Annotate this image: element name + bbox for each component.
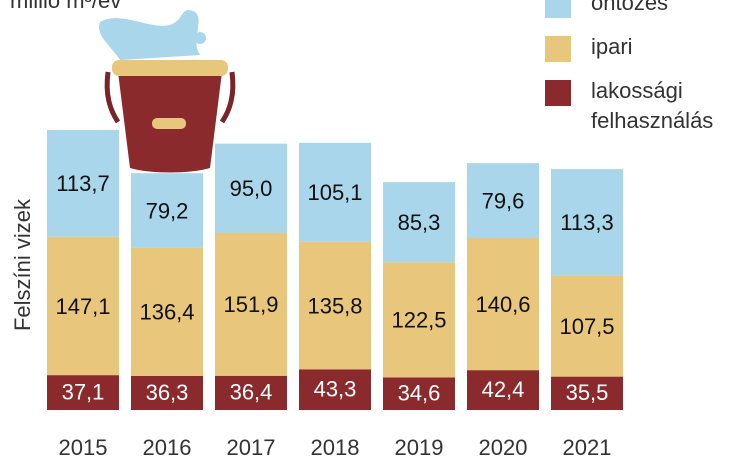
value-label: 43,3 bbox=[314, 376, 357, 401]
y-axis-label: Felszíni vizek bbox=[10, 198, 35, 331]
bar-segment bbox=[215, 232, 287, 376]
value-label: 37,1 bbox=[62, 379, 105, 404]
bar-segment bbox=[131, 173, 203, 248]
value-label: 79,2 bbox=[146, 198, 189, 223]
value-label: 36,4 bbox=[230, 380, 273, 405]
legend-swatch bbox=[545, 36, 571, 62]
bar-segment bbox=[467, 370, 539, 410]
value-label: 95,0 bbox=[230, 176, 273, 201]
value-label: 113,3 bbox=[560, 210, 613, 235]
x-tick-label: 2017 bbox=[227, 435, 276, 460]
value-label: 113,7 bbox=[56, 171, 109, 196]
x-tick-label: 2019 bbox=[395, 435, 444, 460]
legend-item: ipari bbox=[545, 32, 735, 62]
value-label: 36,3 bbox=[146, 380, 189, 405]
bar-segment bbox=[299, 241, 371, 370]
x-tick-label: 2021 bbox=[563, 435, 612, 460]
subtitle: millió m³/év bbox=[10, 0, 121, 13]
bar-segment bbox=[383, 377, 455, 410]
bar-segment bbox=[47, 129, 119, 237]
bars: 37,1 147,1 113,7 36,3 136,4 79,2 36,4 151,9 95,0… bbox=[47, 129, 623, 410]
value-label: 34,6 bbox=[398, 381, 441, 406]
legend-item: lakossági felhasználás bbox=[545, 76, 735, 136]
bar-segment bbox=[215, 143, 287, 233]
bar-segment bbox=[299, 369, 371, 410]
value-label: 42,4 bbox=[482, 377, 525, 402]
value-label: 135,8 bbox=[307, 293, 362, 318]
bar-segment bbox=[131, 247, 203, 376]
x-tick-label: 2016 bbox=[143, 435, 192, 460]
value-label: 35,5 bbox=[566, 380, 609, 405]
value-label: 79,6 bbox=[482, 188, 525, 213]
value-label: 151,9 bbox=[223, 292, 278, 317]
value-label: 140,6 bbox=[475, 292, 530, 317]
legend-swatch bbox=[545, 80, 571, 106]
value-label: 85,3 bbox=[398, 210, 441, 235]
value-label: 147,1 bbox=[55, 294, 110, 319]
legend-swatch bbox=[545, 0, 571, 18]
value-label: 107,5 bbox=[559, 314, 614, 339]
bar-segment bbox=[299, 142, 371, 242]
x-tick-label: 2020 bbox=[479, 435, 528, 460]
bar-segment bbox=[131, 375, 203, 410]
legend-item: öntözés bbox=[545, 0, 735, 18]
bar-segment bbox=[551, 169, 623, 276]
legend-label: ipari bbox=[591, 34, 633, 59]
bar-segment bbox=[467, 237, 539, 371]
legend-label: lakossági felhasználás bbox=[591, 78, 714, 133]
bar-segment bbox=[47, 236, 119, 376]
bar-segment bbox=[551, 376, 623, 410]
value-label: 136,4 bbox=[139, 300, 194, 325]
x-tick-label: 2018 bbox=[311, 435, 360, 460]
bucket-icon bbox=[99, 10, 236, 173]
value-label: 122,5 bbox=[391, 308, 446, 333]
bar-segment bbox=[467, 163, 539, 238]
legend-label: öntözés bbox=[591, 0, 669, 15]
x-tick-label: 2015 bbox=[59, 435, 108, 460]
bar-segment bbox=[47, 375, 119, 410]
bar-segment bbox=[383, 262, 455, 378]
legend: öntözés ipari lakossági felhasználás bbox=[545, 0, 735, 150]
bar-segment bbox=[551, 275, 623, 377]
bar-segment bbox=[215, 375, 287, 410]
bar-segment bbox=[383, 182, 455, 263]
value-label: 105,1 bbox=[307, 180, 362, 205]
